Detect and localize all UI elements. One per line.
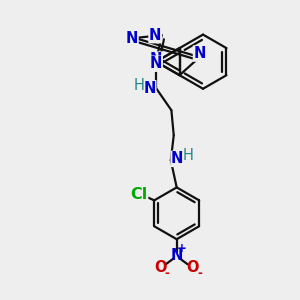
Text: H: H — [134, 78, 144, 93]
Text: -: - — [164, 267, 169, 280]
Text: N: N — [170, 248, 183, 263]
Text: N: N — [171, 151, 184, 166]
Text: O: O — [154, 260, 167, 275]
Text: N: N — [150, 52, 162, 67]
Text: N: N — [143, 81, 156, 96]
Text: H: H — [183, 148, 194, 164]
Text: -: - — [197, 267, 202, 280]
Text: N: N — [126, 31, 138, 46]
Text: O: O — [187, 260, 199, 275]
Text: +: + — [177, 242, 187, 255]
Text: N: N — [194, 46, 206, 61]
Text: Cl: Cl — [130, 187, 148, 202]
Text: N: N — [150, 56, 162, 71]
Text: N: N — [149, 28, 161, 43]
